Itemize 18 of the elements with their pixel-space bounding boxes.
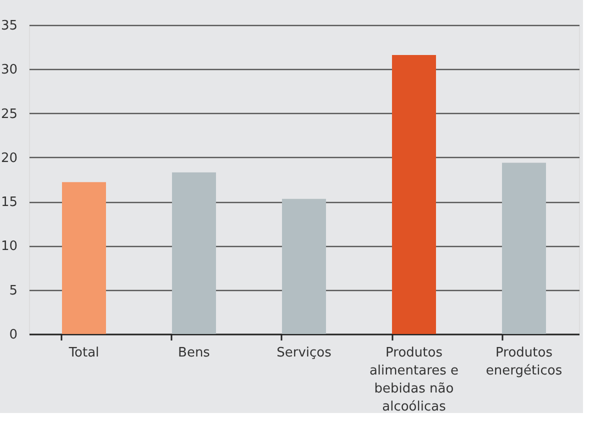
y-tick-label: 20 [0, 150, 18, 166]
bar [282, 198, 326, 334]
y-tick-label: 25 [0, 106, 18, 122]
y-tick-label: 0 [9, 328, 18, 342]
x-tick-label: Produtos alimentares e bebidas não alcoólicas [369, 346, 459, 414]
bar [172, 172, 216, 334]
bar [502, 162, 546, 334]
y-tick-label: 35 [0, 18, 18, 34]
y-tick-label: 30 [0, 62, 18, 78]
bar [392, 55, 436, 334]
x-tick-label: Bens [178, 346, 210, 360]
x-tick-label: Produtos energéticos [486, 346, 562, 378]
y-tick-label: 5 [9, 283, 18, 298]
x-tick-label: Total [68, 346, 100, 360]
y-tick-label: 15 [0, 195, 18, 210]
bar [62, 182, 106, 334]
x-tick-label: Serviços [276, 346, 332, 360]
y-tick-label: 10 [0, 239, 18, 254]
